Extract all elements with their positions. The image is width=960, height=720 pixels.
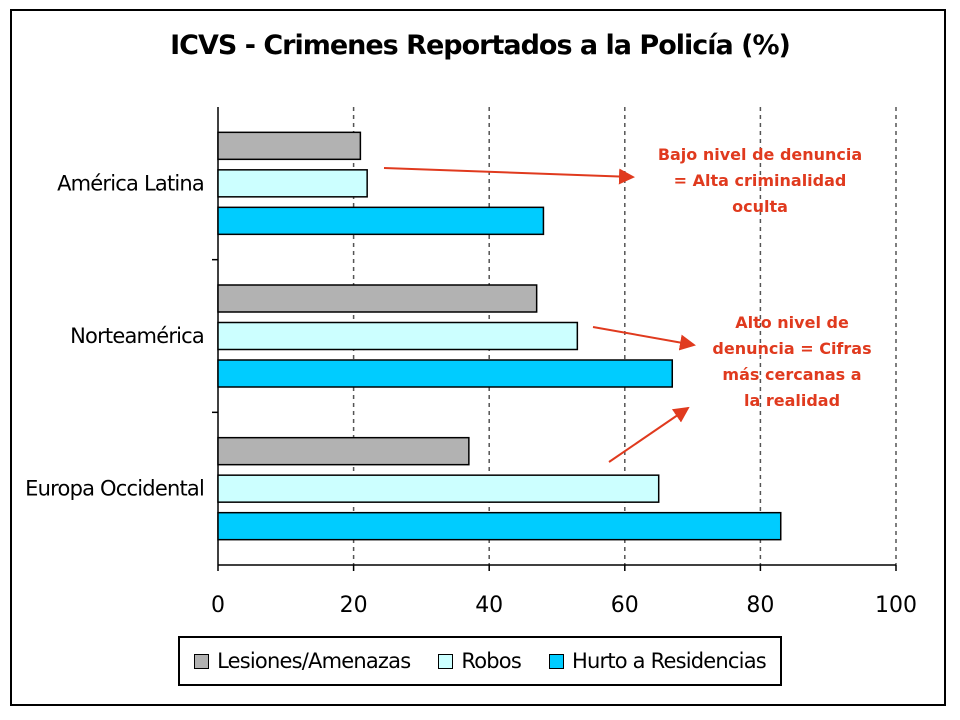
annotation-arrows <box>383 167 696 463</box>
bar-lesiones-amenazas-1 <box>217 284 538 313</box>
x-tick-label-20: 20 <box>340 593 368 618</box>
legend-item: Hurto a Residencias <box>548 649 767 673</box>
bars <box>217 131 782 541</box>
legend-swatch <box>438 653 454 669</box>
annotation-arrow-2 <box>592 326 696 351</box>
legend-label: Lesiones/Amenazas <box>217 649 411 673</box>
legend-label: Robos <box>461 649 521 673</box>
bar-hurto-a-residencias-0 <box>217 206 545 236</box>
category-label: Europa Occidental <box>25 477 204 501</box>
x-tick-label-0: 0 <box>211 593 225 618</box>
legend-label: Hurto a Residencias <box>571 649 767 673</box>
bar-robos-2 <box>217 474 660 503</box>
bar-hurto-a-residencias-1 <box>217 359 674 388</box>
chart-title: ICVS - Crimenes Reportados a la Policía … <box>170 30 791 61</box>
category-label: Norteamérica <box>70 324 204 348</box>
category-label: América Latina <box>57 171 204 195</box>
bar-lesiones-amenazas-2 <box>217 436 470 466</box>
legend-item: Lesiones/Amenazas <box>194 649 411 673</box>
annotation-low-reporting: Bajo nivel de denuncia = Alta criminalid… <box>657 145 863 216</box>
x-tick-label-80: 80 <box>746 593 774 618</box>
x-tick-label-40: 40 <box>475 593 503 618</box>
legend-item: Robos <box>438 649 522 673</box>
legend-swatch <box>194 653 210 669</box>
bar-robos-1 <box>217 321 579 351</box>
x-tick-label-100: 100 <box>875 593 917 618</box>
x-tick-label-60: 60 <box>611 593 639 618</box>
annotation-arrow-3 <box>608 406 690 463</box>
annotation-arrow-1 <box>383 167 635 185</box>
bar-hurto-a-residencias-2 <box>217 511 782 541</box>
chart-frame <box>10 9 946 706</box>
bar-lesiones-amenazas-0 <box>217 131 362 161</box>
legend: Lesiones/Amenazas Robos Hurto a Residencia… <box>178 636 782 686</box>
axis-labels: 0 20 40 60 80 100 América Latina Norteamérica Eu… <box>25 171 917 618</box>
annotation-high-reporting: Alto nivel de denuncia = Cifras más cerc… <box>712 313 872 410</box>
legend-swatch <box>548 653 564 669</box>
bar-robos-0 <box>217 169 368 198</box>
